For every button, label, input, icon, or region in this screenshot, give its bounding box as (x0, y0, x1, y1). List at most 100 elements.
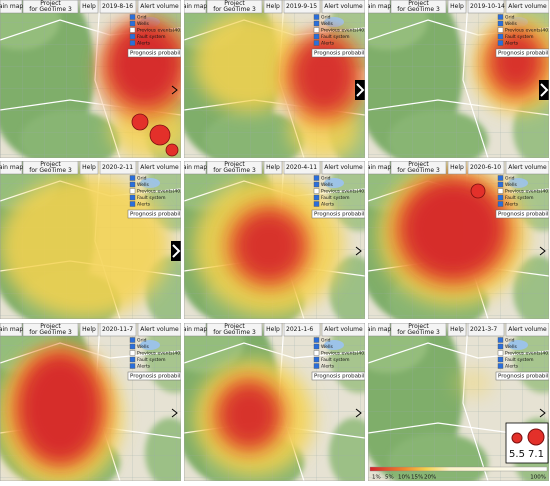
toolbar-label: Alert volume (508, 3, 547, 10)
toolbar-label: Project (224, 323, 245, 330)
heat-area (219, 383, 279, 447)
toolbar-button (79, 323, 99, 337)
layer-checkbox (129, 40, 136, 46)
toolbar-button (0, 0, 23, 14)
layer-checkbox (129, 337, 136, 343)
layer-label: Wells (505, 344, 517, 350)
layer-label: Alerts (321, 41, 335, 47)
date-select: 2019-9-15 (286, 3, 317, 10)
toolbar-button (390, 323, 447, 337)
layer-checkbox (497, 40, 504, 46)
layer-checkbox (497, 194, 504, 201)
heat-area (401, 179, 505, 279)
date-select: 2019-10-14 (470, 3, 505, 10)
toolbar-label: Help (450, 3, 464, 10)
layer-checkbox (497, 350, 504, 356)
layer-checkbox (313, 356, 320, 363)
date-select: 2021-3-7 (470, 326, 497, 333)
heat-area (0, 174, 170, 318)
heat-area (107, 23, 181, 107)
date-select: 2020-11-7 (102, 326, 133, 333)
toolbar-label: for GeoTime 3 (29, 329, 72, 336)
layer-label: Wells (505, 182, 517, 188)
toolbar-button (263, 323, 283, 337)
toolbar-label: Project (40, 323, 61, 330)
layer-checkbox (313, 40, 320, 46)
layer-label: Alerts (505, 364, 519, 370)
toolbar-label: for GeoTime 3 (397, 6, 440, 13)
toolbar-button (184, 161, 207, 175)
toolbar-label: Help (82, 3, 96, 10)
toolbar-label: ain map (0, 3, 23, 10)
event-marker (131, 113, 149, 131)
lake (324, 340, 344, 350)
layer-label: Grid (505, 338, 515, 344)
toolbar-button (206, 0, 263, 14)
toolbar-button (368, 0, 391, 14)
nav-button (171, 241, 181, 261)
toolbar-button (99, 161, 137, 175)
toolbar-button (283, 161, 321, 175)
heat-area (194, 12, 304, 112)
layer-label: Alerts (137, 364, 151, 370)
event-marker (470, 183, 486, 199)
layer-label: Fault system (137, 34, 166, 40)
nav-arrow (539, 246, 546, 256)
layer-checkbox (129, 363, 136, 369)
toolbar-button (447, 323, 467, 337)
toolbar-label: Project (224, 161, 245, 168)
toolbar-label: for GeoTime 3 (397, 329, 440, 336)
toolbar-button (263, 0, 283, 14)
toolbar-button (283, 0, 321, 14)
layer-label: Alerts (321, 364, 335, 370)
heat-area (453, 368, 493, 398)
toolbar-label: Help (266, 3, 280, 10)
toolbar-label: for GeoTime 3 (29, 167, 72, 174)
layer-label: Previous events(40) (505, 189, 550, 195)
layer-label: Alerts (137, 202, 151, 208)
prognosis-label: Prognosis probability (314, 374, 372, 380)
event-marker (149, 124, 171, 146)
toolbar-button (0, 323, 23, 337)
layer-label: Fault system (321, 34, 350, 40)
layer-checkbox (497, 20, 504, 27)
toolbar-button (447, 161, 467, 175)
nav-arrow (355, 246, 362, 256)
lake (508, 340, 528, 350)
layer-checkbox (313, 194, 320, 201)
toolbar-button (137, 0, 181, 14)
layer-label: Previous events(40) (505, 351, 550, 357)
scale-label: 1% (372, 475, 381, 481)
toolbar-label: Alert volume (140, 3, 179, 10)
layer-checkbox (497, 201, 504, 207)
layer-checkbox (497, 363, 504, 369)
layer-label: Fault system (505, 357, 534, 363)
layer-checkbox (313, 188, 320, 194)
nav-arrow (356, 83, 365, 97)
layer-checkbox (313, 337, 320, 343)
layer-label: Grid (321, 15, 331, 21)
prognosis-box (495, 48, 549, 58)
toolbar-label: Project (408, 323, 429, 330)
layer-checkbox (313, 201, 320, 207)
layer-label: Grid (505, 176, 515, 182)
lake (324, 17, 344, 27)
prognosis-box (127, 48, 181, 58)
toolbar-button (467, 323, 505, 337)
toolbar-button (447, 0, 467, 14)
nav-arrow (171, 85, 178, 95)
layer-checkbox (129, 33, 136, 40)
toolbar-label: Help (82, 326, 96, 333)
prognosis-box (495, 371, 549, 381)
date-select: 2020-4-11 (286, 164, 317, 171)
toolbar-label: ain map (367, 164, 392, 171)
layer-label: Fault system (505, 34, 534, 40)
layer-label: Previous events(40) (321, 351, 366, 357)
toolbar-label: ain map (367, 326, 392, 333)
